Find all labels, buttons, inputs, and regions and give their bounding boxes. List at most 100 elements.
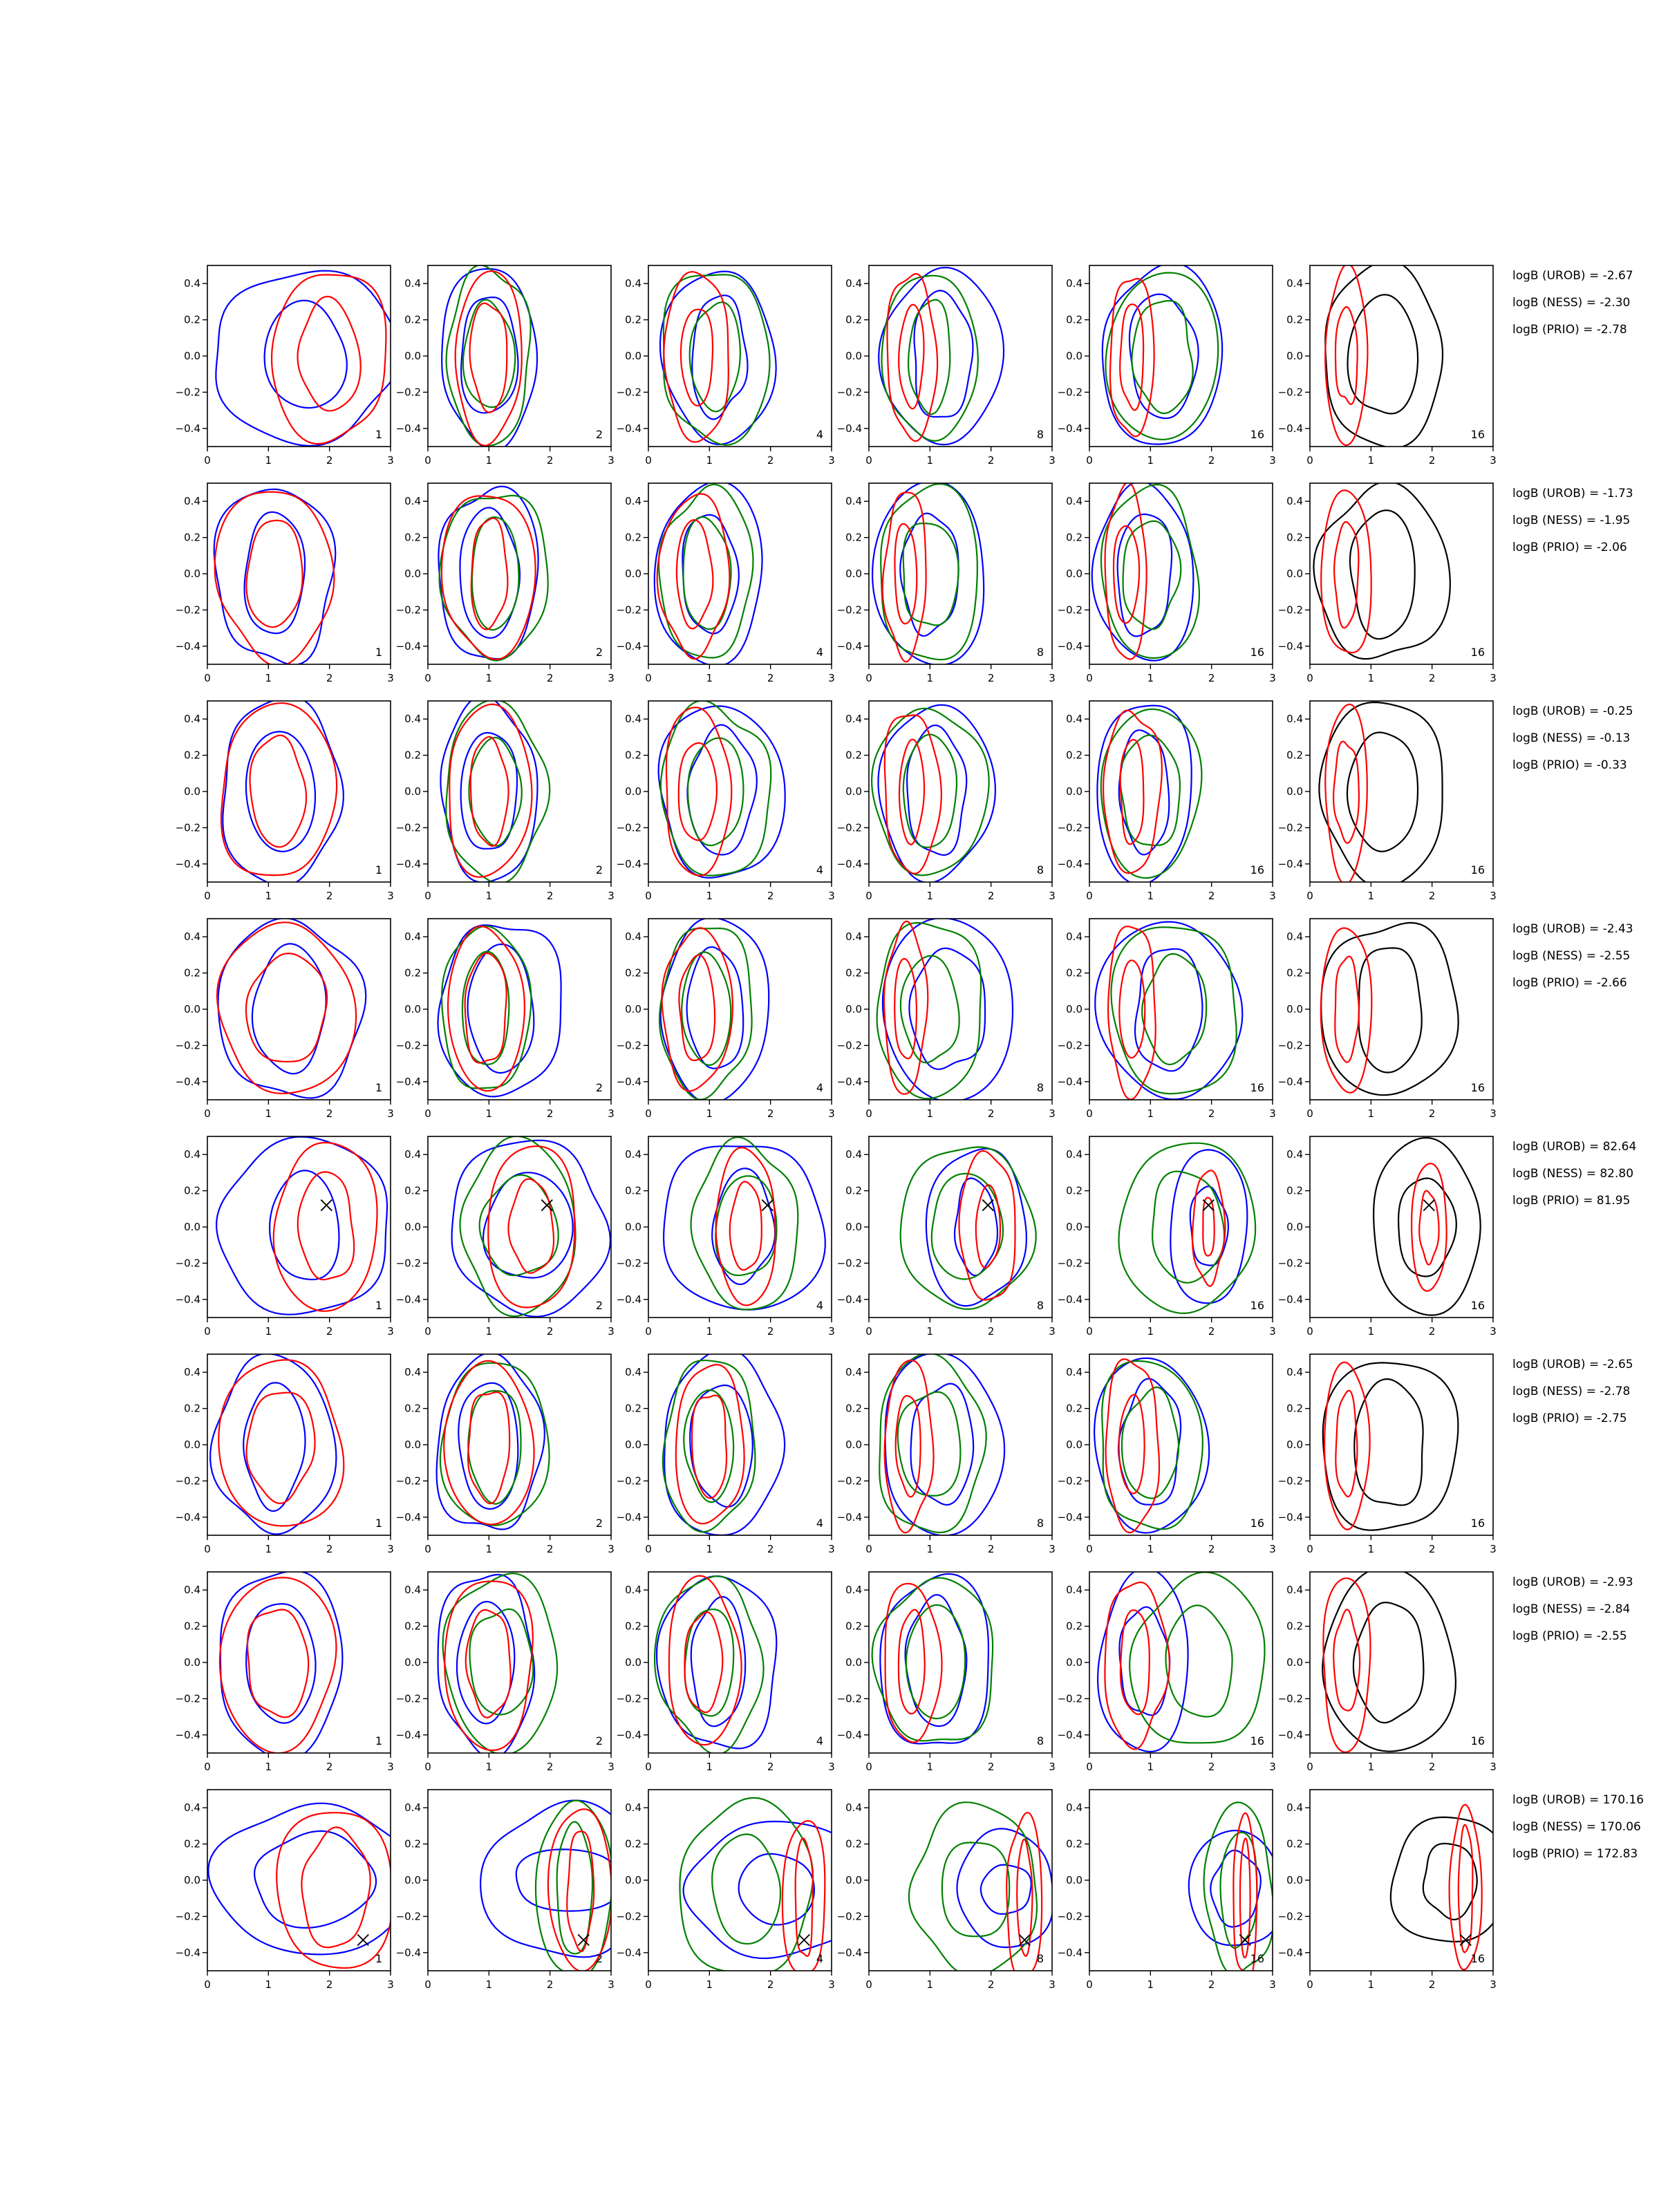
blue-contour-line: [213, 488, 337, 664]
blue-contour-line: [1093, 1357, 1210, 1534]
red-contour-line: [1232, 1812, 1258, 1971]
red-contour-line: [272, 1141, 378, 1312]
y-tick-label: −0.2: [396, 386, 421, 398]
x-tick-label: 1: [1368, 1543, 1375, 1555]
y-tick-label: 0.0: [184, 1438, 200, 1451]
true-value-marker: [1459, 1933, 1472, 1947]
green-contour-line: [688, 301, 742, 413]
contour-group: [207, 1802, 391, 1969]
y-tick-label: −0.4: [396, 1293, 421, 1306]
panel: 0 1 2 3 0.4 0.2 0.0 −0.2 −0.4 1: [176, 700, 394, 902]
x-tick-label: 3: [1049, 1543, 1056, 1555]
panel: 0 1 2 3 0.4 0.2 0.0 −0.2 −0.4 16: [1278, 265, 1497, 467]
red-contour-line: [1016, 1838, 1033, 1957]
y-tick-label: −0.2: [1058, 1692, 1082, 1705]
y-tick-label: 0.4: [184, 495, 200, 507]
y-tick-label: 0.4: [1286, 930, 1303, 943]
black-contour-line: [1322, 1572, 1457, 1752]
x-tick-label: 1: [1147, 1543, 1154, 1555]
green-contour-line: [1219, 1831, 1258, 1949]
y-tick-label: −0.2: [176, 1692, 200, 1705]
y-tick-label: 0.0: [1066, 1221, 1082, 1233]
y-tick-label: −0.4: [1278, 858, 1303, 870]
panel: 0 1 2 3 0.4 0.2 0.0 −0.2 −0.4 16: [1058, 482, 1276, 684]
y-tick-label: 0.2: [845, 1185, 862, 1197]
panel: 0 1 2 3 0.4 0.2 0.0 −0.2 −0.4 4: [617, 1571, 835, 1773]
green-contour-line: [1100, 708, 1203, 879]
red-contour-line: [218, 1576, 337, 1753]
y-tick-label: −0.2: [1278, 386, 1303, 398]
y-tick-label: 0.4: [404, 713, 421, 725]
red-contour-line: [1107, 926, 1156, 1100]
blue-contour-line: [878, 266, 1005, 446]
black-contour-line: [1349, 509, 1416, 640]
y-tick-label: 0.4: [845, 1584, 862, 1596]
green-contour-line: [468, 736, 523, 847]
red-contour-line: [684, 1611, 724, 1714]
panel-corner-label: 2: [596, 1734, 603, 1747]
y-tick-label: 0.4: [184, 277, 200, 290]
blue-contour-line: [913, 290, 974, 418]
x-tick-label: 1: [265, 890, 272, 902]
y-tick-label: 0.2: [1286, 1620, 1303, 1633]
panel-corner-label: 4: [816, 863, 823, 877]
panel: 0 1 2 3 0.4 0.2 0.0 −0.2 −0.4 16: [1058, 1571, 1276, 1773]
x-tick-label: 3: [387, 1543, 394, 1555]
contour-group: [1101, 265, 1224, 445]
x-tick-label: 1: [1147, 890, 1154, 902]
x-tick-label: 1: [1147, 1978, 1154, 1991]
blue-contour-line: [1134, 948, 1203, 1072]
x-tick-label: 2: [1429, 1107, 1436, 1120]
y-tick-label: 0.0: [1066, 350, 1082, 362]
blue-contour-line: [871, 483, 985, 664]
panel-corner-label: 16: [1471, 863, 1485, 877]
true-value-marker: [1018, 1933, 1031, 1947]
x-tick-label: 3: [1490, 672, 1497, 684]
contour-group: [438, 485, 549, 662]
contour-group: [654, 1575, 778, 1753]
blue-contour-line: [686, 946, 744, 1069]
panel-corner-label: 8: [1037, 428, 1044, 441]
y-tick-label: 0.2: [625, 749, 641, 762]
y-tick-label: −0.2: [617, 1039, 641, 1051]
red-contour-line: [1119, 1609, 1150, 1716]
panel-row: 0 1 2 30.40.20.0−0.2−0.4 10 1 2 30.40.20.0−0.2−…: [176, 1136, 1636, 1338]
panel: 0 1 2 3 0.4 0.2 0.0 −0.2 −0.4 1: [176, 1136, 394, 1338]
y-tick-label: 0.2: [1286, 1838, 1303, 1850]
y-tick-label: −0.4: [617, 1076, 641, 1088]
panel-corner-label: 8: [1037, 1734, 1044, 1747]
blue-contour-line: [437, 1573, 536, 1753]
red-contour-line: [1333, 521, 1360, 629]
red-contour-line: [487, 1145, 576, 1309]
black-contour-line: [1397, 1177, 1457, 1277]
y-tick-label: −0.4: [837, 1947, 862, 1959]
x-tick-label: 2: [326, 890, 333, 902]
blue-contour-line: [953, 1177, 999, 1277]
panel-grid: 0 1 2 30.40.20.0−0.2−0.4 10 1 2 30.40.20.0−0.2−…: [176, 265, 1644, 1991]
x-tick-label: 1: [1147, 454, 1154, 467]
y-tick-label: −0.2: [1278, 1910, 1303, 1922]
y-tick-label: −0.4: [176, 1076, 200, 1088]
y-tick-label: 0.4: [1286, 1148, 1303, 1161]
green-contour-line: [1129, 1572, 1266, 1744]
x-tick-label: 1: [486, 1325, 493, 1338]
x-tick-label: 2: [326, 1325, 333, 1338]
red-contour-line: [729, 1181, 762, 1271]
green-contour-line: [461, 950, 510, 1065]
green-contour-line: [1141, 953, 1208, 1066]
x-tick-label: 0: [1086, 1325, 1093, 1338]
x-tick-label: 0: [424, 454, 431, 467]
y-tick-label: 0.4: [845, 713, 862, 725]
y-tick-label: −0.2: [1058, 386, 1082, 398]
y-tick-label: 0.0: [625, 1874, 641, 1886]
x-tick-label: 1: [486, 672, 493, 684]
red-contour-line: [469, 735, 509, 847]
contour-group: [662, 1354, 786, 1535]
red-contour-line: [881, 491, 927, 663]
y-tick-label: 0.0: [404, 1438, 421, 1451]
x-tick-label: 1: [1368, 1761, 1375, 1773]
panel: 0 1 2 3 0.4 0.2 0.0 −0.2 −0.4 16: [1278, 700, 1497, 902]
blue-contour-line: [1128, 293, 1199, 420]
panel-corner-label: 16: [1250, 1517, 1264, 1530]
